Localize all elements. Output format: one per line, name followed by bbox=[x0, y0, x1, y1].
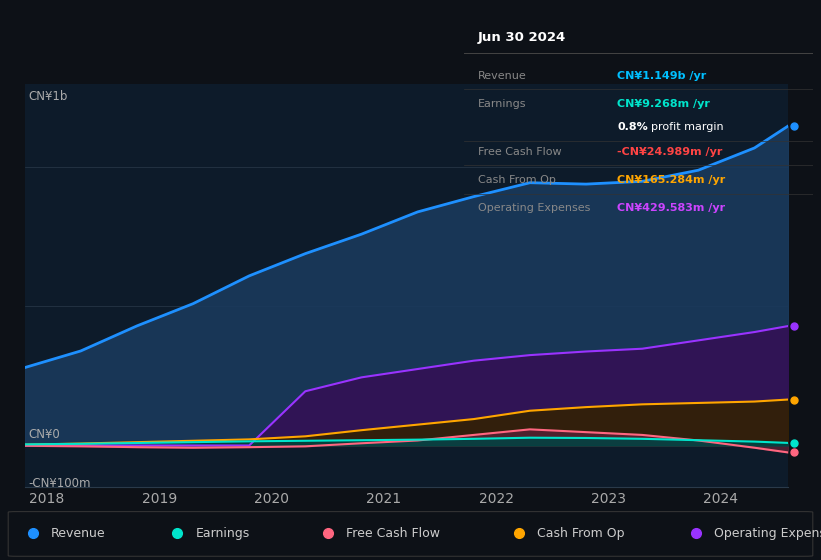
Text: Free Cash Flow: Free Cash Flow bbox=[346, 527, 440, 540]
Text: CN¥165.284m /yr: CN¥165.284m /yr bbox=[617, 175, 726, 185]
Text: -CN¥100m: -CN¥100m bbox=[29, 477, 91, 491]
Text: CN¥0: CN¥0 bbox=[29, 428, 60, 441]
Text: Revenue: Revenue bbox=[478, 71, 526, 81]
Text: Earnings: Earnings bbox=[478, 99, 526, 109]
Text: Operating Expenses: Operating Expenses bbox=[478, 203, 590, 213]
Text: 0.8%: 0.8% bbox=[617, 122, 648, 132]
Text: -CN¥24.989m /yr: -CN¥24.989m /yr bbox=[617, 147, 722, 157]
Text: CN¥1b: CN¥1b bbox=[29, 90, 68, 103]
Text: Cash From Op: Cash From Op bbox=[537, 527, 625, 540]
Text: Earnings: Earnings bbox=[195, 527, 250, 540]
Text: CN¥429.583m /yr: CN¥429.583m /yr bbox=[617, 203, 726, 213]
Text: Operating Expenses: Operating Expenses bbox=[714, 527, 821, 540]
Text: Jun 30 2024: Jun 30 2024 bbox=[478, 31, 566, 44]
Text: Revenue: Revenue bbox=[51, 527, 106, 540]
Text: CN¥9.268m /yr: CN¥9.268m /yr bbox=[617, 99, 710, 109]
Text: profit margin: profit margin bbox=[650, 122, 723, 132]
Text: CN¥1.149b /yr: CN¥1.149b /yr bbox=[617, 71, 707, 81]
Text: Cash From Op: Cash From Op bbox=[478, 175, 556, 185]
Text: Free Cash Flow: Free Cash Flow bbox=[478, 147, 562, 157]
